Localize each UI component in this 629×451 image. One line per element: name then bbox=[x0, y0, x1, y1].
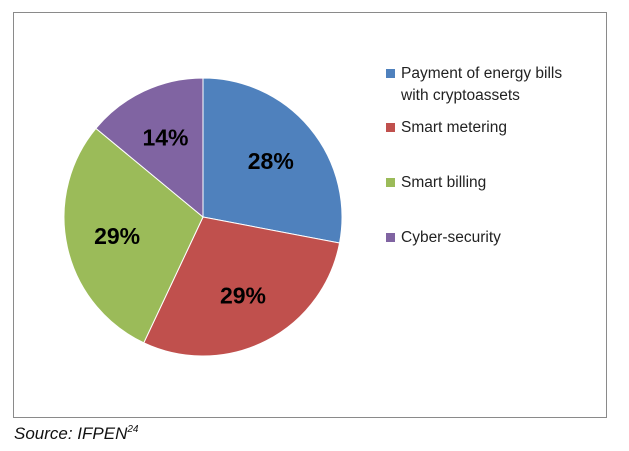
legend-label: Smart metering bbox=[401, 119, 507, 136]
slice-smart-metering bbox=[143, 216, 341, 357]
legend-item-payment-energy-bills: Payment of energy bills with cryptoasset… bbox=[386, 63, 562, 107]
legend-label-line1: Payment of energy bills bbox=[401, 65, 563, 82]
slice-smart-metering-value-label: 29% bbox=[220, 282, 266, 308]
slice-cyber-security-value-label: 14% bbox=[142, 124, 188, 150]
legend-label: Payment of energy bills with cryptoasset… bbox=[401, 63, 562, 107]
legend-swatch bbox=[386, 233, 395, 242]
legend-label: Smart billing bbox=[401, 174, 487, 191]
legend-swatch bbox=[386, 123, 395, 132]
slice-smart-billing-value-label: 29% bbox=[94, 223, 140, 249]
slice-payment-energy-bills bbox=[202, 77, 343, 244]
legend-item-cyber-security: Cyber-security bbox=[386, 227, 501, 249]
legend-swatch bbox=[386, 69, 395, 78]
legend-label-line2: with cryptoassets bbox=[401, 87, 520, 104]
source-caption: Source: IFPEN24 bbox=[14, 424, 139, 444]
pie-chart: 28% 29% 29% 14% bbox=[63, 77, 343, 357]
legend-item-smart-metering: Smart metering bbox=[386, 117, 507, 139]
legend-item-smart-billing: Smart billing bbox=[386, 172, 486, 194]
slice-smart-billing bbox=[63, 127, 204, 344]
chart-frame: 28% 29% 29% 14% Payment of energy bills wit… bbox=[13, 12, 607, 418]
slice-payment-energy-bills-value-label: 28% bbox=[248, 148, 294, 174]
slice-cyber-security bbox=[95, 77, 204, 219]
source-text: Source: IFPEN bbox=[14, 424, 128, 443]
source-footnote-number: 24 bbox=[127, 424, 139, 435]
legend-label: Cyber-security bbox=[401, 229, 501, 246]
legend-swatch bbox=[386, 178, 395, 187]
